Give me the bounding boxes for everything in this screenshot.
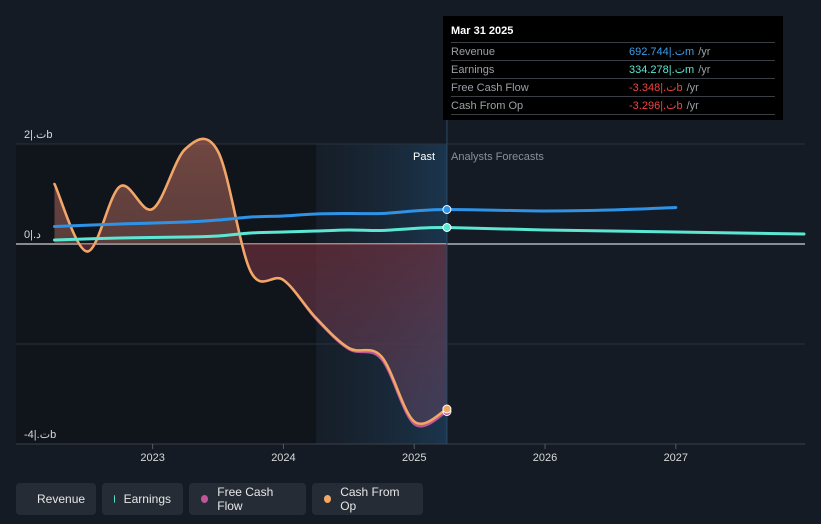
tooltip-unit: /yr	[698, 63, 711, 76]
cash-from-op-dot-icon	[324, 495, 332, 503]
tooltip-value: -3.296|.تb	[629, 100, 683, 112]
tooltip-value: 334.278|.تm	[629, 64, 695, 76]
chart-svg: 2|.تb 0|.د -4|.تb 2023 2024 2025 2026 2027 Pas…	[16, 16, 806, 464]
tooltip-value: -3.348|.تb	[629, 82, 683, 94]
series-end-markers	[442, 205, 452, 416]
tooltip-date: Mar 31 2025	[451, 25, 514, 37]
series-line-revenue	[53, 206, 678, 228]
tooltip-label: Free Cash Flow	[451, 81, 529, 94]
free-cash-flow-dot-icon	[201, 495, 209, 503]
y-tick-label: 0|.د	[24, 229, 41, 241]
x-tick-label: 2025	[402, 452, 426, 464]
y-axis-labels: 2|.تb 0|.د -4|.تb	[24, 129, 56, 441]
x-axis-labels: 2023 2024 2025 2026 2027	[140, 444, 688, 464]
legend-item-revenue[interactable]: Revenue	[16, 483, 96, 515]
tooltip-row-cash-from-op: Cash From Op -3.296|.تb /yr	[451, 96, 775, 115]
series-line-cash-from-op	[53, 137, 449, 425]
series-lines	[53, 137, 806, 428]
tooltip-row-revenue: Revenue 692.744|.تm /yr	[451, 42, 775, 60]
cash-positive-area	[54, 139, 447, 244]
cash-negative-area	[54, 244, 447, 424]
y-tick-label: -4|.تb	[24, 429, 56, 441]
tooltip-unit: /yr	[698, 45, 711, 58]
marker-revenue	[442, 205, 452, 214]
legend-label: Revenue	[37, 492, 86, 506]
tooltip-label: Revenue	[451, 45, 496, 58]
legend-item-earnings[interactable]: Earnings	[102, 483, 183, 515]
past-label: Past	[413, 151, 435, 163]
forecast-label: Analysts Forecasts	[451, 151, 544, 163]
marker-cash-from-op	[442, 404, 452, 414]
legend-label: Earnings	[123, 492, 171, 506]
legend-label: Free Cash Flow	[217, 485, 274, 513]
legend-item-cash-from-op[interactable]: Cash From Op	[312, 483, 423, 515]
x-tick-label: 2027	[664, 452, 688, 464]
x-tick-label: 2024	[271, 452, 295, 464]
tooltip-panel: Mar 31 2025 Revenue 692.744|.تm /yr Earn…	[443, 16, 783, 120]
legend-label: Cash From Op	[340, 485, 400, 513]
earnings-dot-icon	[114, 495, 115, 503]
legend-item-free-cash-flow[interactable]: Free Cash Flow	[189, 483, 306, 515]
tooltip-row-free-cash-flow: Free Cash Flow -3.348|.تb /yr	[451, 78, 775, 96]
y-tick-label: 2|.تb	[24, 129, 53, 141]
tooltip-label: Cash From Op	[451, 99, 524, 112]
x-tick-label: 2026	[533, 452, 557, 464]
tooltip-value: 692.744|.تm	[629, 46, 695, 58]
tooltip-row-earnings: Earnings 334.278|.تm /yr	[451, 60, 775, 78]
tooltip-unit: /yr	[686, 99, 699, 112]
legend: Revenue Earnings Free Cash Flow Cash Fro…	[16, 483, 423, 516]
series-line-earnings	[53, 225, 806, 242]
marker-earnings	[442, 223, 452, 232]
tooltip-label: Earnings	[451, 63, 495, 76]
x-tick-label: 2023	[140, 452, 164, 464]
tooltip-unit: /yr	[686, 81, 699, 94]
